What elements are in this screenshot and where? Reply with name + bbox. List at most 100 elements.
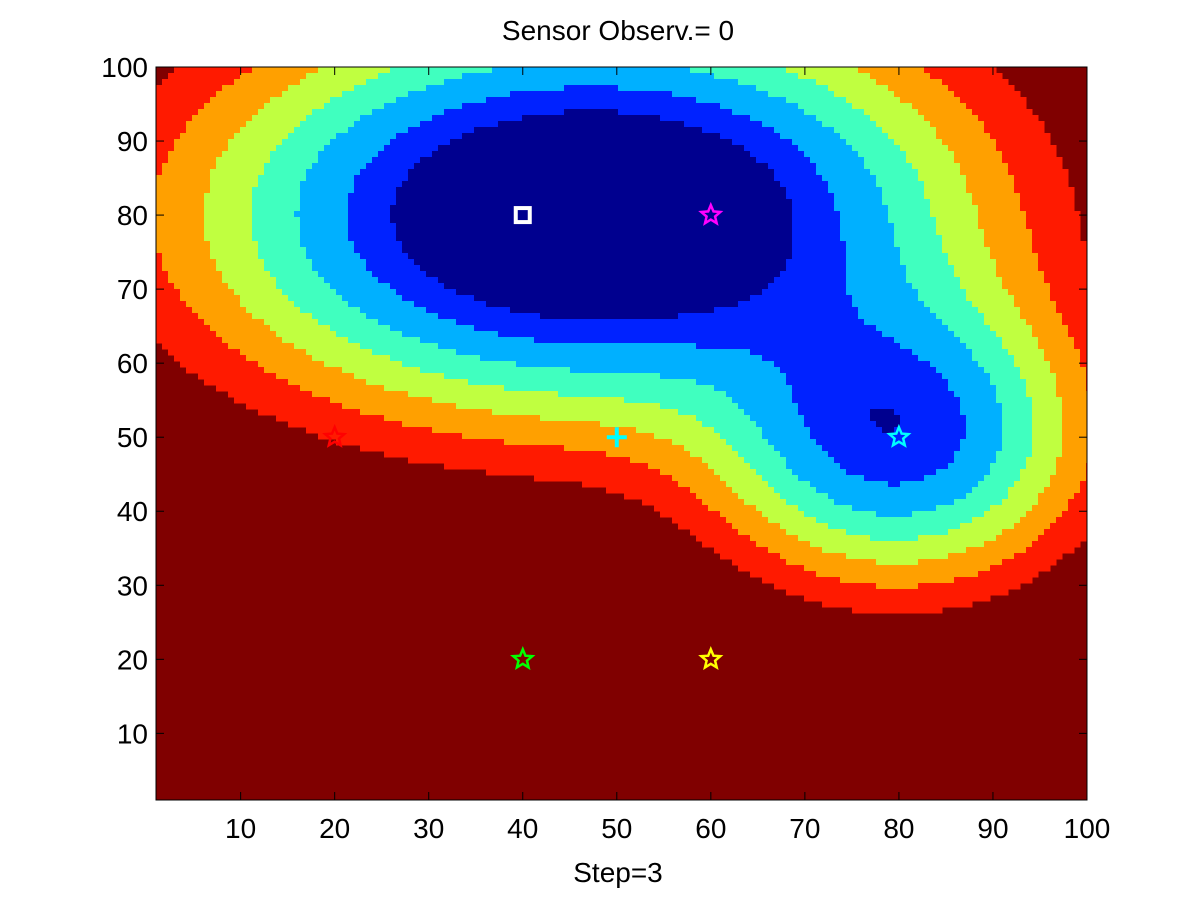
contour-cell: [546, 91, 553, 98]
contour-cell: [420, 451, 427, 458]
contour-cell: [462, 241, 469, 248]
contour-cell: [624, 235, 631, 242]
contour-cell: [528, 367, 535, 374]
contour-cell: [624, 169, 631, 176]
contour-cell: [252, 169, 259, 176]
contour-cell: [270, 79, 277, 86]
contour-cell: [588, 187, 595, 194]
contour-cell: [480, 325, 487, 332]
contour-cell: [186, 361, 193, 368]
contour-cell: [180, 283, 187, 290]
contour-cell: [624, 313, 631, 320]
contour-cell: [582, 433, 589, 440]
contour-cell: [462, 295, 469, 302]
contour-cell: [378, 157, 385, 164]
contour-cell: [624, 121, 631, 128]
contour-cell: [588, 313, 595, 320]
contour-cell: [348, 325, 355, 332]
contour-cell: [234, 133, 241, 140]
contour-cell: [378, 409, 385, 416]
contour-cell: [234, 67, 241, 74]
contour-cell: [378, 337, 385, 344]
contour-cell: [336, 259, 343, 266]
contour-cell: [612, 337, 619, 344]
contour-cell: [450, 421, 457, 428]
contour-cell: [432, 169, 439, 176]
contour-cell: [486, 151, 493, 158]
contour-cell: [324, 277, 331, 284]
contour-cell: [606, 361, 613, 368]
contour-cell: [270, 157, 277, 164]
contour-cell: [366, 445, 373, 452]
contour-cell: [462, 145, 469, 152]
contour-cell: [432, 415, 439, 422]
contour-cell: [288, 229, 295, 236]
contour-cell: [204, 349, 211, 356]
contour-cell: [492, 337, 499, 344]
contour-cell: [498, 163, 505, 170]
contour-cell: [522, 361, 529, 368]
contour-cell: [384, 229, 391, 236]
contour-cell: [348, 157, 355, 164]
contour-cell: [444, 67, 451, 74]
contour-cell: [312, 115, 319, 122]
contour-cell: [306, 343, 313, 350]
contour-cell: [282, 277, 289, 284]
contour-cell: [372, 103, 379, 110]
contour-cell: [318, 193, 325, 200]
contour-cell: [294, 421, 301, 428]
contour-cell: [384, 235, 391, 242]
contour-cell: [222, 373, 229, 380]
contour-cell: [630, 103, 637, 110]
contour-cell: [282, 283, 289, 290]
contour-cell: [288, 283, 295, 290]
contour-cell: [516, 163, 523, 170]
contour-cell: [486, 259, 493, 266]
contour-cell: [576, 301, 583, 308]
contour-cell: [252, 181, 259, 188]
contour-cell: [372, 361, 379, 368]
contour-cell: [240, 331, 247, 338]
contour-cell: [294, 391, 301, 398]
contour-cell: [612, 289, 619, 296]
contour-cell: [468, 85, 475, 92]
contour-cell: [474, 271, 481, 278]
contour-cell: [564, 451, 571, 458]
contour-cell: [264, 253, 271, 260]
contour-cell: [252, 289, 259, 296]
contour-cell: [228, 241, 235, 248]
contour-cell: [402, 253, 409, 260]
contour-cell: [456, 349, 463, 356]
contour-cell: [474, 253, 481, 260]
contour-cell: [294, 199, 301, 206]
contour-cell: [612, 283, 619, 290]
contour-cell: [204, 325, 211, 332]
contour-cell: [384, 241, 391, 248]
contour-cell: [360, 109, 367, 116]
contour-cell: [468, 451, 475, 458]
contour-cell: [576, 469, 583, 476]
contour-cell: [450, 175, 457, 182]
contour-cell: [600, 199, 607, 206]
contour-cell: [264, 349, 271, 356]
contour-cell: [552, 109, 559, 116]
contour-cell: [216, 313, 223, 320]
contour-cell: [246, 385, 253, 392]
contour-cell: [324, 385, 331, 392]
contour-cell: [498, 187, 505, 194]
contour-cell: [252, 175, 259, 182]
contour-cell: [414, 253, 421, 260]
contour-cell: [186, 229, 193, 236]
contour-cell: [246, 145, 253, 152]
contour-cell: [438, 67, 445, 74]
contour-cell: [240, 271, 247, 278]
contour-cell: [582, 127, 589, 134]
contour-cell: [252, 403, 259, 410]
contour-cell: [222, 145, 229, 152]
contour-cell: [612, 409, 619, 416]
contour-cell: [612, 151, 619, 158]
contour-cell: [378, 193, 385, 200]
contour-cell: [546, 397, 553, 404]
contour-cell: [624, 355, 631, 362]
contour-cell: [528, 115, 535, 122]
